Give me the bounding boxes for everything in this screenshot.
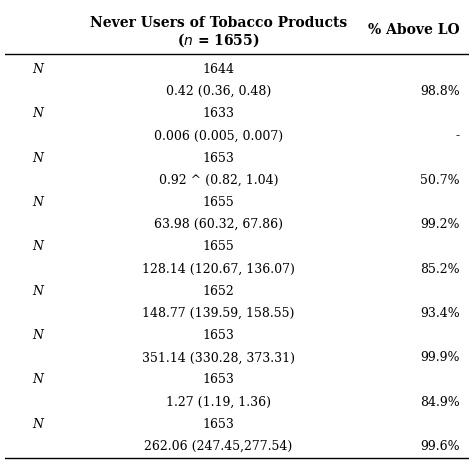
Text: 99.9%: 99.9% <box>420 351 460 365</box>
Text: N: N <box>33 240 44 253</box>
Text: -: - <box>456 129 460 142</box>
Text: N: N <box>33 418 44 431</box>
Text: N: N <box>33 196 44 209</box>
Text: ($\it{n}$ = 1655): ($\it{n}$ = 1655) <box>177 32 260 49</box>
Text: 85.2%: 85.2% <box>420 263 460 275</box>
Text: N: N <box>33 63 44 76</box>
Text: 351.14 (330.28, 373.31): 351.14 (330.28, 373.31) <box>142 351 295 365</box>
Text: 1644: 1644 <box>202 63 235 76</box>
Text: 99.2%: 99.2% <box>420 218 460 231</box>
Text: 0.006 (0.005, 0.007): 0.006 (0.005, 0.007) <box>154 129 283 142</box>
Text: 1653: 1653 <box>202 152 234 164</box>
Text: 262.06 (247.45,277.54): 262.06 (247.45,277.54) <box>144 440 292 453</box>
Text: N: N <box>33 374 44 386</box>
Text: 93.4%: 93.4% <box>420 307 460 320</box>
Text: 1655: 1655 <box>202 196 234 209</box>
Text: 1.27 (1.19, 1.36): 1.27 (1.19, 1.36) <box>166 396 271 409</box>
Text: 63.98 (60.32, 67.86): 63.98 (60.32, 67.86) <box>154 218 283 231</box>
Text: 0.92 ^ (0.82, 1.04): 0.92 ^ (0.82, 1.04) <box>159 174 278 187</box>
Text: 1652: 1652 <box>202 285 234 298</box>
Text: 148.77 (139.59, 158.55): 148.77 (139.59, 158.55) <box>142 307 295 320</box>
Text: 0.42 (0.36, 0.48): 0.42 (0.36, 0.48) <box>166 85 271 98</box>
Text: % Above LO: % Above LO <box>368 23 460 37</box>
Text: 1633: 1633 <box>202 107 235 120</box>
Text: 50.7%: 50.7% <box>420 174 460 187</box>
Text: N: N <box>33 152 44 164</box>
Text: N: N <box>33 107 44 120</box>
Text: 128.14 (120.67, 136.07): 128.14 (120.67, 136.07) <box>142 263 295 275</box>
Text: 99.6%: 99.6% <box>420 440 460 453</box>
Text: Never Users of Tobacco Products: Never Users of Tobacco Products <box>90 17 347 30</box>
Text: N: N <box>33 285 44 298</box>
Text: 98.8%: 98.8% <box>420 85 460 98</box>
Text: N: N <box>33 329 44 342</box>
Text: 84.9%: 84.9% <box>420 396 460 409</box>
Text: 1653: 1653 <box>202 329 234 342</box>
Text: 1653: 1653 <box>202 374 234 386</box>
Text: 1653: 1653 <box>202 418 234 431</box>
Text: 1655: 1655 <box>202 240 234 253</box>
